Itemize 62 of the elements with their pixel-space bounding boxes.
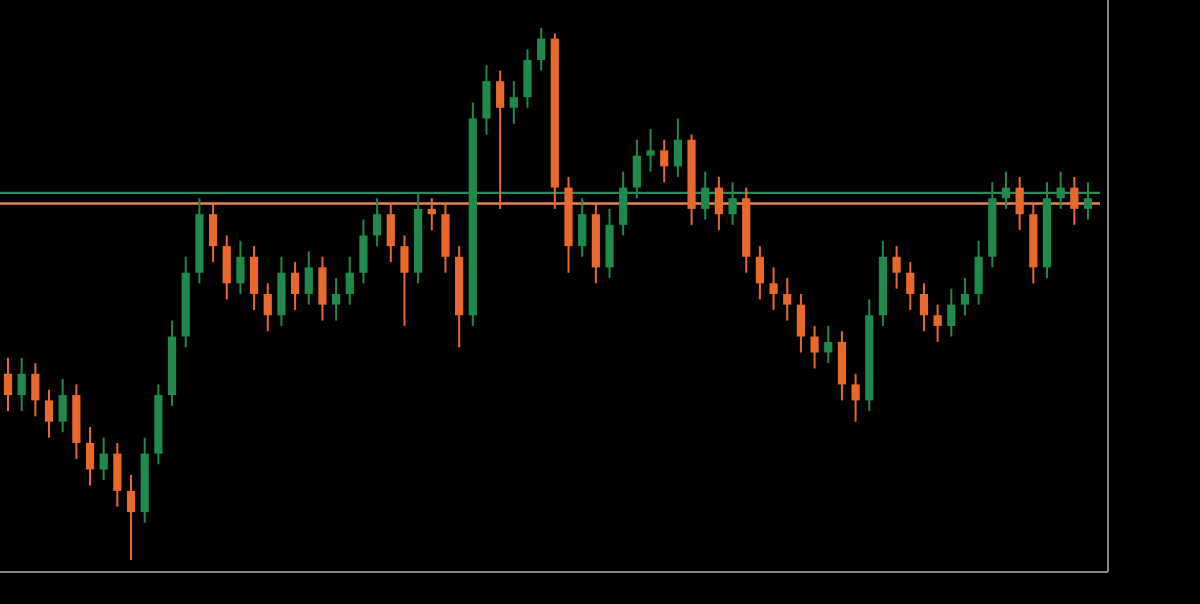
candlestick — [851, 372, 860, 423]
candlestick — [632, 138, 641, 200]
candlestick — [345, 255, 354, 306]
candlestick — [126, 473, 136, 561]
candlestick — [222, 234, 231, 301]
candlestick — [578, 197, 587, 258]
candlestick — [99, 436, 108, 482]
candlestick — [1056, 170, 1065, 210]
candlestick — [17, 356, 26, 413]
candlestick — [1015, 175, 1024, 232]
candlestick — [701, 170, 710, 221]
candlestick — [400, 234, 409, 327]
candlestick — [1083, 181, 1093, 221]
candlestick — [1070, 175, 1079, 226]
candlestick — [974, 239, 983, 306]
candlestick — [810, 324, 819, 370]
candlestick — [441, 202, 450, 274]
candlestick — [605, 207, 614, 280]
candlestick — [796, 293, 806, 354]
candlestick — [208, 202, 218, 264]
candlestick — [482, 64, 491, 136]
candlestick — [386, 202, 395, 264]
candlestick — [947, 287, 956, 338]
candlestick — [332, 277, 341, 322]
candlestick — [85, 426, 95, 487]
candlestick — [728, 181, 737, 226]
candlestick — [509, 80, 518, 125]
candlestick — [236, 239, 245, 295]
candlestick — [906, 261, 915, 311]
candlestick — [113, 441, 122, 508]
candlestick — [619, 170, 628, 237]
candlestick — [824, 324, 833, 365]
candlestick — [892, 245, 901, 290]
candlestick — [359, 218, 368, 285]
candlestick — [523, 48, 532, 109]
candlestick — [318, 255, 327, 322]
candlestick — [290, 261, 300, 311]
candlestick — [933, 303, 942, 343]
candlestick — [31, 362, 40, 418]
candlestick — [769, 266, 778, 311]
candlestick — [1001, 170, 1011, 210]
candlestick — [537, 27, 546, 72]
candlestick — [263, 282, 272, 333]
candlestick — [373, 197, 382, 248]
candlestick — [646, 128, 655, 173]
candlestick — [304, 250, 313, 306]
candlestick — [249, 245, 259, 311]
candlestick — [58, 378, 67, 434]
candlestick — [427, 197, 436, 232]
candlestick — [837, 330, 847, 402]
candlestick — [960, 277, 970, 317]
candlestick — [673, 117, 682, 178]
candlestick — [44, 388, 54, 439]
candlestick — [919, 282, 929, 333]
candlestick — [714, 175, 723, 232]
candlestick — [783, 277, 792, 322]
candlestick — [660, 138, 669, 184]
candlestick — [3, 356, 13, 413]
candlestick — [72, 383, 81, 460]
candlestick — [496, 69, 505, 210]
candlestick — [277, 255, 286, 327]
candlestick — [755, 245, 764, 301]
